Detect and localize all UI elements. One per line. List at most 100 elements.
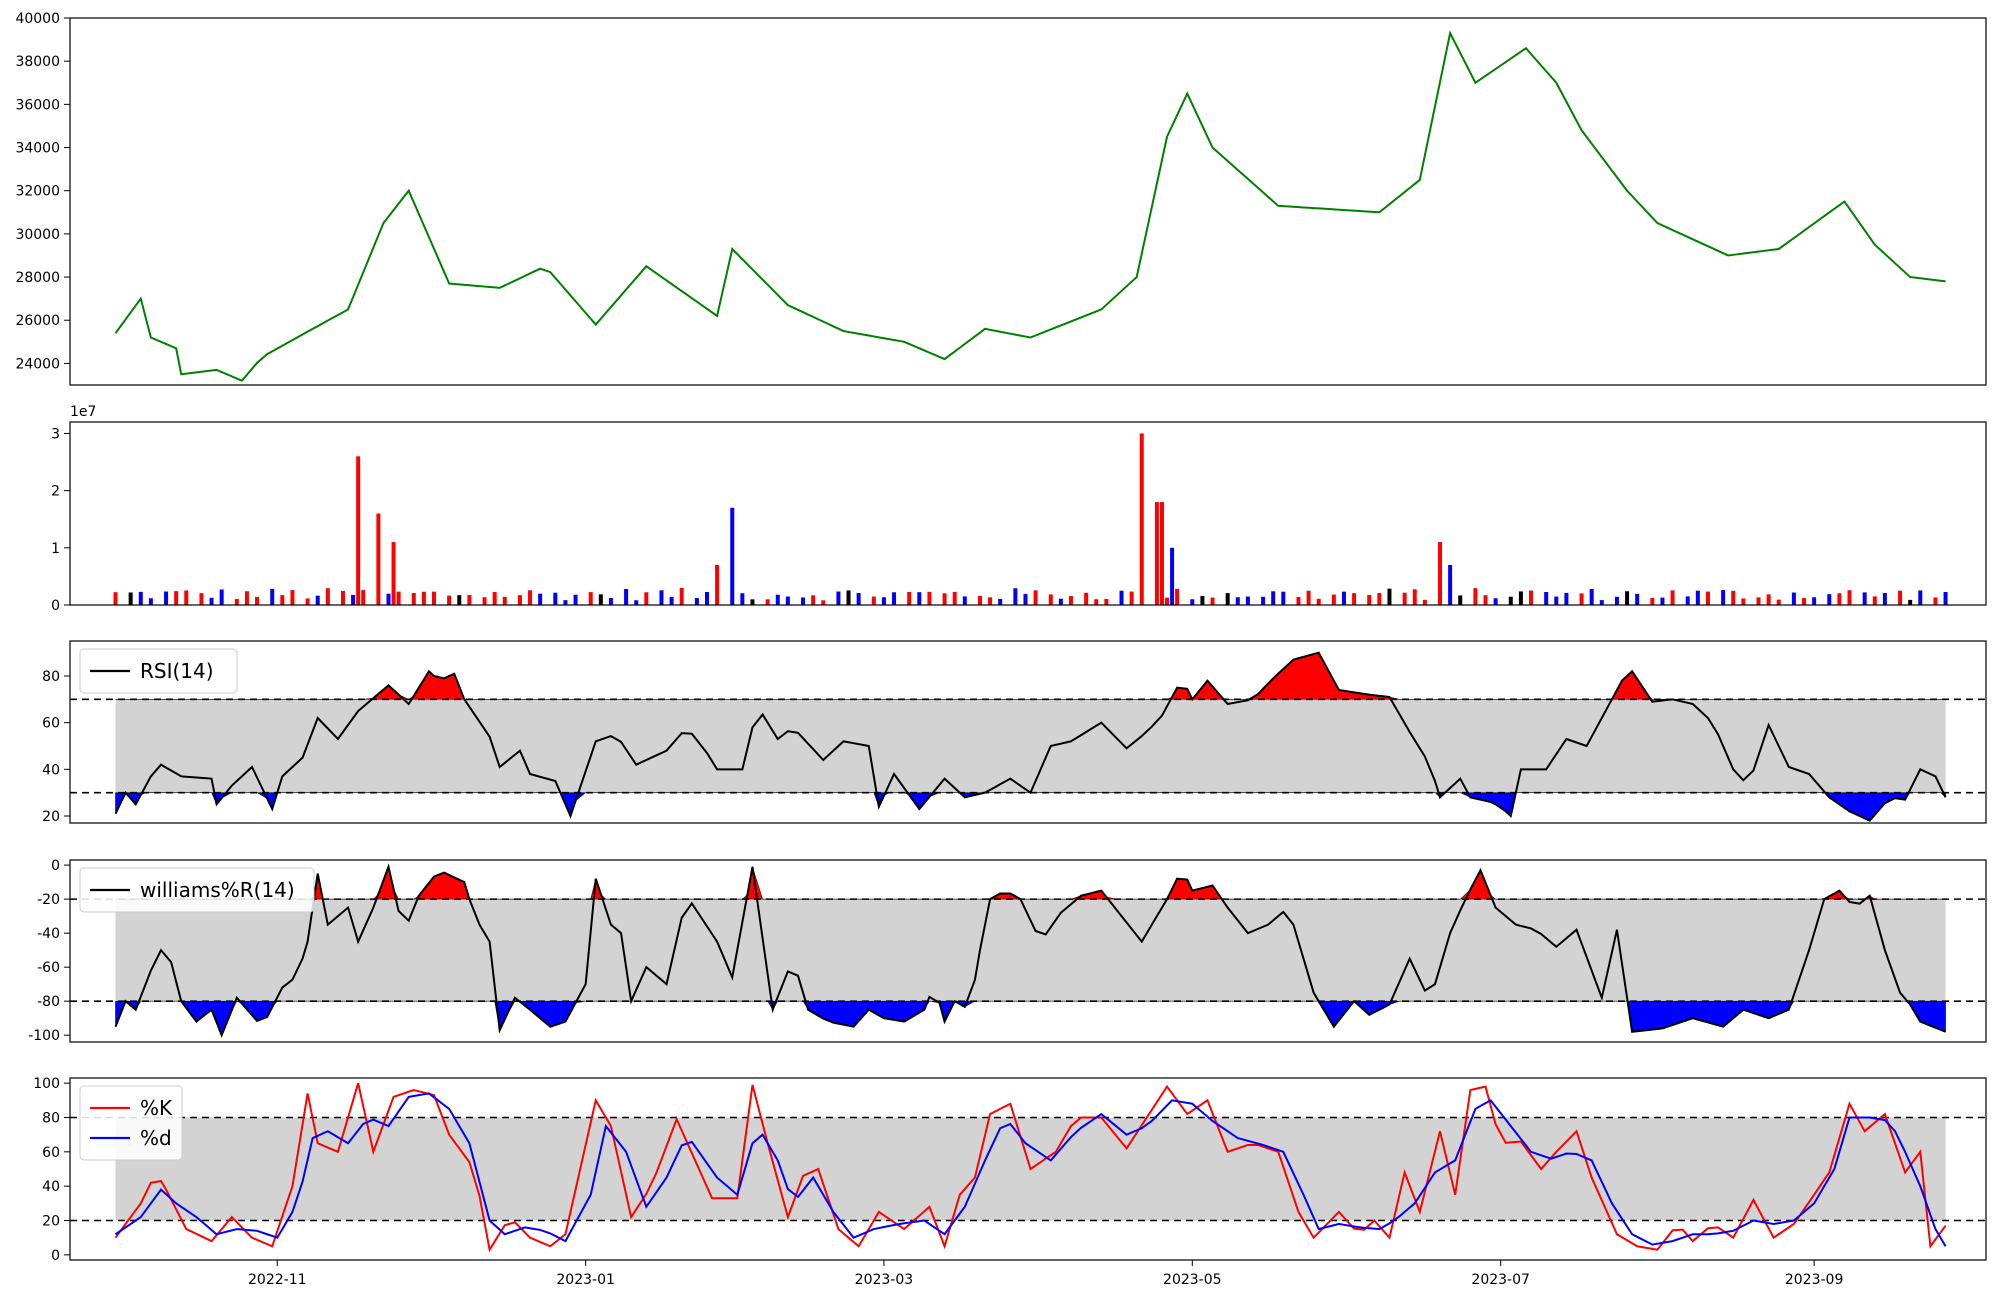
volume-bar	[1084, 592, 1089, 605]
volume-bar	[1579, 593, 1584, 605]
volume-bar	[598, 594, 603, 605]
volume-bar	[871, 596, 876, 605]
volume-bar	[1190, 599, 1195, 605]
volume-bar	[244, 591, 249, 605]
williams-frame	[69, 859, 1987, 1043]
price-ytick-label: 40000	[15, 11, 60, 27]
rsi-ytick-label: 60	[42, 716, 60, 732]
volume-bar	[1791, 592, 1796, 605]
volume-bar	[431, 591, 436, 605]
volume-bar	[917, 592, 922, 605]
volume-bar	[998, 598, 1003, 605]
rsi-band	[115, 699, 1946, 793]
volume-bar	[836, 591, 841, 605]
volume-bar	[856, 592, 861, 605]
price-ytick-label: 34000	[15, 141, 60, 157]
volume-ytick-label: 1	[51, 541, 60, 557]
volume-bar	[1872, 596, 1877, 605]
williams-ytick-label: -80	[37, 994, 60, 1010]
volume-bar	[492, 592, 497, 605]
volume-bar	[1493, 598, 1498, 605]
volume-bar	[1225, 593, 1230, 605]
volume-bar	[644, 592, 649, 605]
volume-offset-text: 1e7	[70, 404, 96, 420]
volume-bar	[1068, 596, 1073, 605]
volume-bar	[1933, 597, 1938, 605]
volume-bar	[962, 596, 967, 605]
volume-bar	[1159, 502, 1164, 605]
volume-bar	[977, 595, 982, 605]
volume-bar	[290, 590, 295, 605]
volume-bar	[765, 599, 770, 605]
stochastic-legend-label: %d	[140, 1126, 172, 1150]
volume-bar	[1802, 598, 1807, 605]
volume-bar	[1705, 591, 1710, 605]
volume-bar	[1448, 564, 1453, 605]
rsi-line	[114, 651, 1947, 822]
volume-bar	[502, 596, 507, 605]
volume-bar	[1518, 591, 1523, 605]
volume-bar	[356, 456, 361, 605]
rsi-overbought-fill	[115, 652, 1946, 700]
x-tick-label: 2023-03	[855, 1272, 914, 1288]
williams-ytick-label: -100	[28, 1028, 60, 1044]
volume-bar	[1589, 588, 1594, 605]
volume-bar	[1316, 598, 1321, 605]
volume-bar	[1154, 502, 1159, 605]
volume-panel: 0 1 2 3 1e7	[51, 404, 1987, 614]
stochastic-ytick-label: 20	[42, 1214, 60, 1230]
price-ytick-label: 24000	[15, 356, 60, 372]
volume-bar	[740, 593, 745, 605]
volume-bar	[1721, 589, 1726, 605]
volume-bar	[1695, 590, 1700, 605]
volume-bar	[219, 589, 224, 605]
volume-bar	[1402, 592, 1407, 605]
volume-bar	[457, 595, 462, 605]
volume-bar	[1119, 590, 1124, 605]
volume-bar	[1422, 599, 1427, 605]
volume-bar	[1048, 594, 1053, 605]
volume-bar	[785, 596, 790, 605]
rsi-ytick-label: 20	[42, 809, 60, 825]
volume-bar	[396, 591, 401, 605]
volume-bar	[1175, 588, 1180, 605]
stochastic-ytick-label: 80	[42, 1110, 60, 1126]
volume-bar	[1458, 595, 1463, 605]
stochastic-ytick-label: 40	[42, 1179, 60, 1195]
x-tick-label: 2023-07	[1471, 1272, 1530, 1288]
volume-bar	[1847, 590, 1852, 605]
stochastic-ytick-label: 0	[51, 1248, 60, 1264]
volume-bar	[1271, 591, 1276, 605]
volume-bar	[148, 598, 153, 605]
volume-bar	[1245, 596, 1250, 605]
volume-bar	[113, 592, 118, 605]
volume-bar	[1685, 596, 1690, 605]
volume-bar	[351, 594, 356, 605]
volume-bar	[588, 592, 593, 605]
williams-ytick-label: 0	[51, 858, 60, 874]
rsi-legend-label: RSI(14)	[140, 659, 214, 683]
price-panel: 24000 26000 28000 30000 32000 34000 36000 38000…	[15, 11, 1987, 386]
price-ytick-label: 28000	[15, 270, 60, 286]
x-tick-label: 2023-05	[1163, 1272, 1222, 1288]
x-tick-label: 2022-11	[248, 1272, 307, 1288]
volume-bar	[517, 595, 522, 605]
volume-bar	[1670, 590, 1675, 605]
volume-bar	[730, 507, 735, 605]
price-ytick-label: 32000	[15, 184, 60, 200]
volume-bar	[1033, 590, 1038, 605]
stochastic-k-line	[114, 1082, 1947, 1253]
stochastic-d-line	[114, 1092, 1947, 1247]
volume-bar	[1387, 588, 1392, 605]
williams-legend-label: williams%R(14)	[140, 878, 295, 902]
volume-bar	[1210, 597, 1215, 605]
price-ytick-label: 36000	[15, 97, 60, 113]
volume-bar	[1331, 594, 1336, 605]
volume-bar	[467, 595, 472, 605]
volume-bar	[138, 591, 143, 605]
volume-bar	[1508, 596, 1513, 605]
volume-bar	[1599, 600, 1604, 605]
price-ytick-label: 38000	[15, 54, 60, 70]
volume-bar	[340, 590, 345, 605]
